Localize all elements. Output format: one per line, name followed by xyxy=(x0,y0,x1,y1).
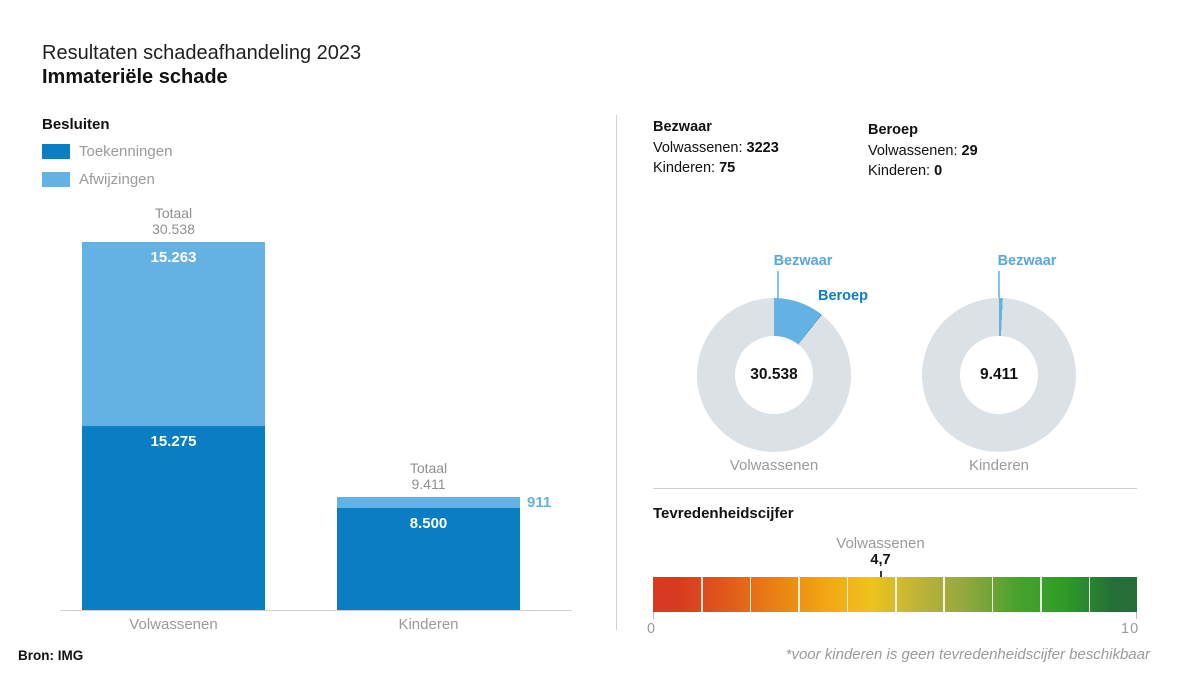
segment-value-label-outside: 911 xyxy=(527,493,552,511)
stat-line: Volwassenen: 3223 xyxy=(653,138,779,159)
stat-line: Kinderen: 0 xyxy=(868,161,978,182)
segment-value-label: 15.263 xyxy=(150,249,197,267)
stat-block-beroep: Beroep Volwassenen: 29 Kinderen: 0 xyxy=(868,120,978,182)
bar-segment-afwijzingen-volwassenen: 15.263 xyxy=(82,242,265,426)
vertical-divider xyxy=(616,115,617,630)
gauge-title: Tevredenheidscijfer xyxy=(653,505,794,522)
gauge-segment-separator xyxy=(749,577,752,612)
total-caption: Totaal xyxy=(409,459,448,476)
stat-value: 75 xyxy=(719,160,736,176)
stat-value: 0 xyxy=(934,163,943,179)
gauge-tick-min xyxy=(653,612,654,619)
source-credit: Bron: IMG xyxy=(18,648,84,663)
stat-label: Kinderen: xyxy=(868,163,931,179)
legend-swatch-afwijzingen xyxy=(42,172,70,187)
stat-title-beroep: Beroep xyxy=(868,122,918,138)
legend-swatch-toekenningen xyxy=(42,144,70,159)
leader-line-bezwaar-volwassenen xyxy=(777,271,779,299)
stat-label: Kinderen: xyxy=(653,160,716,176)
bar-volwassenen: Totaal 30.538 15.263 15.275 xyxy=(82,205,265,610)
leader-line-bezwaar-kinderen xyxy=(998,271,1000,301)
bar-total-volwassenen: Totaal 30.538 xyxy=(82,205,265,242)
page-title: Resultaten schadeafhandeling 2023 xyxy=(42,42,362,64)
gauge-segment-separator xyxy=(991,577,994,612)
bar-chart-title: Besluiten xyxy=(42,116,110,133)
stat-title-bezwaar: Bezwaar xyxy=(653,119,712,135)
total-value: 9.411 xyxy=(411,475,446,492)
gauge-segment-separator xyxy=(701,577,703,612)
footnote: *voor kinderen is geen tevredenheidscijf… xyxy=(785,646,1150,663)
callout-beroep-volwassenen: Beroep xyxy=(818,288,868,304)
segment-value-label: 15.275 xyxy=(150,432,197,450)
bar-segment-toekenningen-volwassenen: 15.275 xyxy=(82,425,265,610)
gauge-segment-separator xyxy=(943,577,945,612)
stat-label: Volwassenen: xyxy=(653,139,743,156)
stat-line: Kinderen: 75 xyxy=(653,158,779,179)
donut-center-value: 9.411 xyxy=(980,366,1018,383)
donut-hole: 9.411 xyxy=(960,336,1038,414)
gauge-tick-max xyxy=(1136,612,1137,619)
gauge-tick-label-max: 10 xyxy=(1121,621,1140,637)
gauge-segment-separator xyxy=(798,577,800,612)
gauge-marker-label: Volwassenen xyxy=(836,535,925,552)
total-value: 30.538 xyxy=(152,221,195,238)
stat-value: 3223 xyxy=(746,139,779,156)
stat-value: 29 xyxy=(961,142,978,159)
stat-line: Volwassenen: 29 xyxy=(868,141,978,162)
gauge-segment-separator xyxy=(846,577,849,612)
legend-item-afwijzingen: Afwijzingen xyxy=(42,171,155,188)
gauge-segment-separator xyxy=(1088,577,1091,612)
donut-hole: 30.538 xyxy=(735,336,813,414)
segment-value-label: 8.500 xyxy=(409,514,448,532)
category-label-kinderen: Kinderen xyxy=(398,616,459,633)
callout-bezwaar-volwassenen: Bezwaar xyxy=(773,253,833,269)
donut-category-kinderen: Kinderen xyxy=(968,457,1030,474)
gauge-bar xyxy=(653,577,1137,612)
page-subtitle: Immateriële schade xyxy=(42,66,228,88)
donut-kinderen: 9.411 xyxy=(922,298,1076,452)
bar-total-kinderen: Totaal 9.411 xyxy=(337,460,520,497)
gauge-segment-separator xyxy=(1040,577,1042,612)
horizontal-divider xyxy=(653,488,1137,489)
stat-label: Volwassenen: xyxy=(868,142,958,159)
donut-center-value: 30.538 xyxy=(750,366,798,383)
x-axis-line xyxy=(60,610,572,611)
donut-category-volwassenen: Volwassenen xyxy=(729,457,819,474)
legend-label-afwijzingen: Afwijzingen xyxy=(79,171,155,188)
bar-segment-afwijzingen-kinderen: 911 xyxy=(337,494,551,511)
callout-bezwaar-kinderen: Bezwaar xyxy=(997,253,1057,269)
stat-block-bezwaar: Bezwaar Volwassenen: 3223 Kinderen: 75 xyxy=(653,117,779,179)
bar-kinderen: Totaal 9.411 911 8.500 xyxy=(337,460,551,610)
total-caption: Totaal xyxy=(154,205,193,222)
gauge-segment-separator xyxy=(895,577,897,612)
legend-label-toekenningen: Toekenningen xyxy=(79,143,173,160)
bar-segment-toekenningen-kinderen: 8.500 xyxy=(337,507,520,610)
gauge-tick-label-min: 0 xyxy=(647,621,657,637)
donut-volwassenen: 30.538 xyxy=(697,298,851,452)
legend-item-toekenningen: Toekenningen xyxy=(42,143,172,160)
gauge-marker-value: 4,7 xyxy=(870,552,891,568)
category-label-volwassenen: Volwassenen xyxy=(129,616,218,633)
